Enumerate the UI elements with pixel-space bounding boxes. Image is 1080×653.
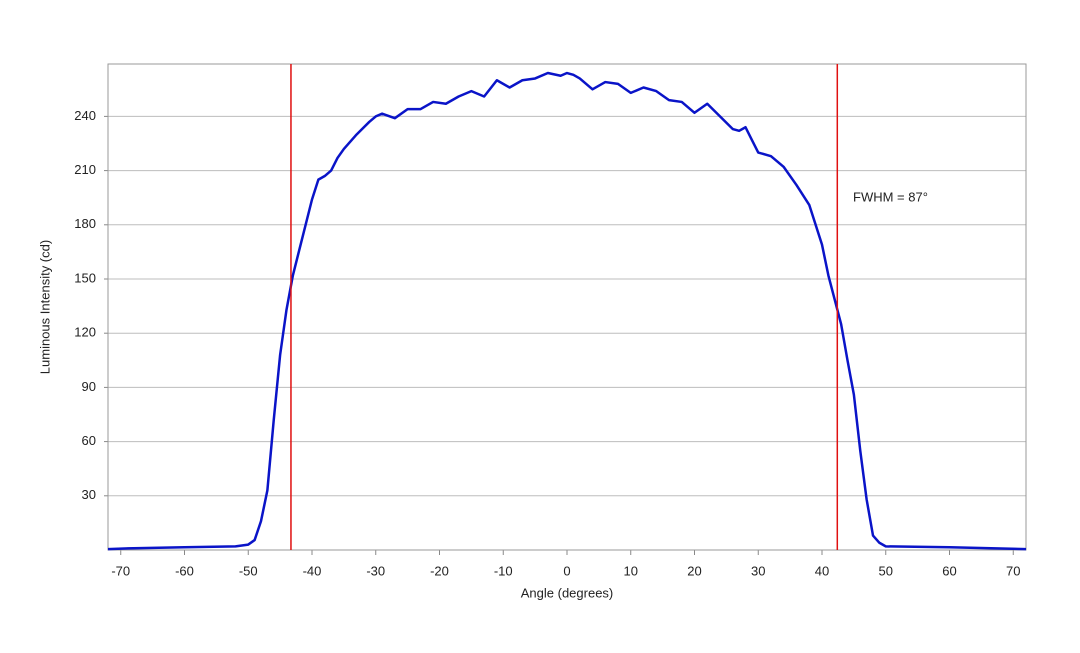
- x-tick-label: 50: [879, 563, 893, 578]
- data-line: [107, 71, 1027, 551]
- plot-border: [107, 63, 1027, 551]
- x-tick-label: -50: [239, 563, 258, 578]
- x-tick-label: -70: [111, 563, 130, 578]
- x-tick-label: 40: [815, 563, 829, 578]
- x-axis-label: Angle (degrees): [521, 585, 614, 600]
- y-axis-label: Luminous Intensity (cd): [37, 240, 52, 374]
- y-tick-label: 30: [82, 487, 96, 502]
- y-tick-label: 210: [74, 162, 96, 177]
- y-tick-label: 60: [82, 433, 96, 448]
- y-tick-label: 90: [82, 379, 96, 394]
- y-tick-label: 150: [74, 270, 96, 285]
- x-tick-label: 60: [942, 563, 956, 578]
- x-tick-label: -10: [494, 563, 513, 578]
- y-tick-label: 120: [74, 325, 96, 340]
- x-tick-label: 10: [624, 563, 638, 578]
- x-tick-label: -40: [303, 563, 322, 578]
- x-tick-label: 70: [1006, 563, 1020, 578]
- x-tick-label: -20: [430, 563, 449, 578]
- y-tick-label: 240: [74, 108, 96, 123]
- x-tick-label: -30: [366, 563, 385, 578]
- x-tick-label: -60: [175, 563, 194, 578]
- x-tick-label: 20: [687, 563, 701, 578]
- x-tick-label: 30: [751, 563, 765, 578]
- x-tick-label: 0: [563, 563, 570, 578]
- y-tick-label: 180: [74, 216, 96, 231]
- annotation: FWHM = 87°: [853, 189, 928, 204]
